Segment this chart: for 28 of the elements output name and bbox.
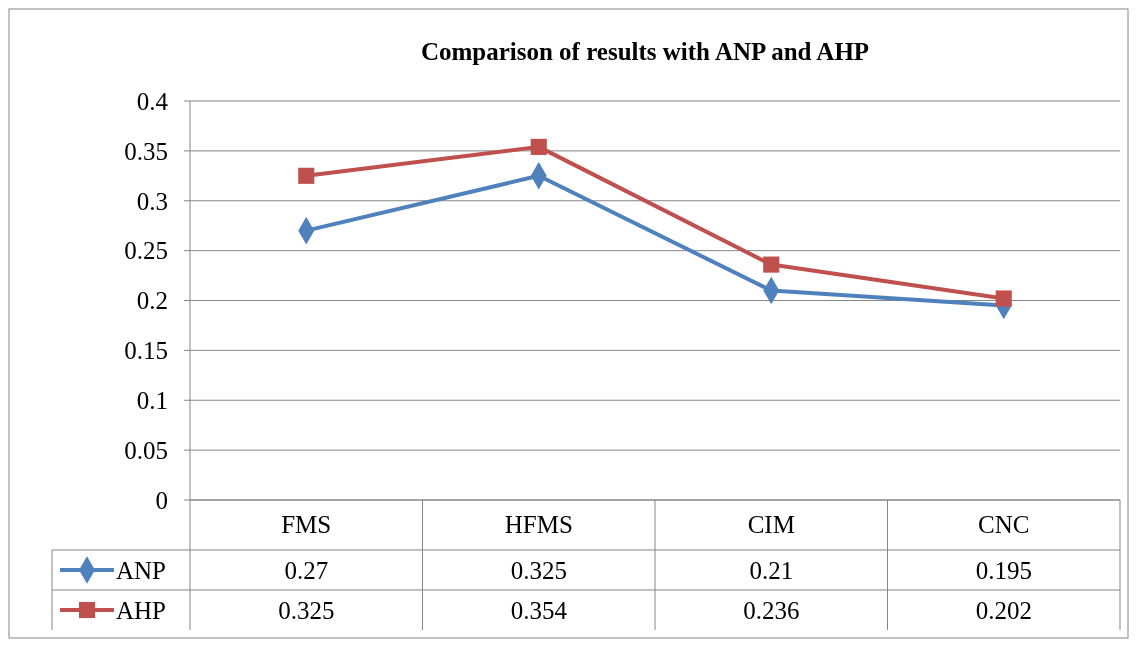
chart-title: Comparison of results with ANP and AHP	[420, 38, 870, 65]
point	[995, 290, 1012, 307]
y-tick-label: 0.25	[124, 237, 168, 265]
legend-label: AHP	[116, 597, 167, 624]
legend-label: ANP	[116, 557, 167, 584]
data-label: 0.195	[975, 557, 1032, 584]
x-tick-label: FMS	[281, 511, 332, 538]
data-label: 0.236	[743, 597, 800, 624]
x-tick-label: HFMS	[504, 511, 573, 538]
data-label: 0.325	[278, 597, 335, 624]
x-tick-label: CIM	[747, 511, 795, 538]
y-tick-label: 0	[155, 486, 168, 514]
x-tick-label: CNC	[978, 511, 1030, 538]
y-tick-label: 0.15	[124, 337, 168, 365]
y-tick-label: 0.1	[136, 387, 168, 414]
y-tick-label: 0.35	[124, 137, 168, 165]
point	[763, 256, 780, 273]
y-tick-label: 0.4	[136, 87, 169, 115]
data-label: 0.27	[284, 557, 329, 584]
y-tick-label: 0.2	[136, 287, 168, 315]
data-label: 0.354	[510, 597, 568, 624]
data-label: 0.202	[975, 597, 1032, 624]
data-label: 0.325	[510, 557, 567, 584]
point	[530, 138, 547, 155]
data-label: 0.21	[749, 557, 794, 584]
y-tick-label: 0.3	[136, 187, 168, 215]
point	[298, 167, 315, 184]
y-tick-label: 0.05	[124, 436, 168, 464]
